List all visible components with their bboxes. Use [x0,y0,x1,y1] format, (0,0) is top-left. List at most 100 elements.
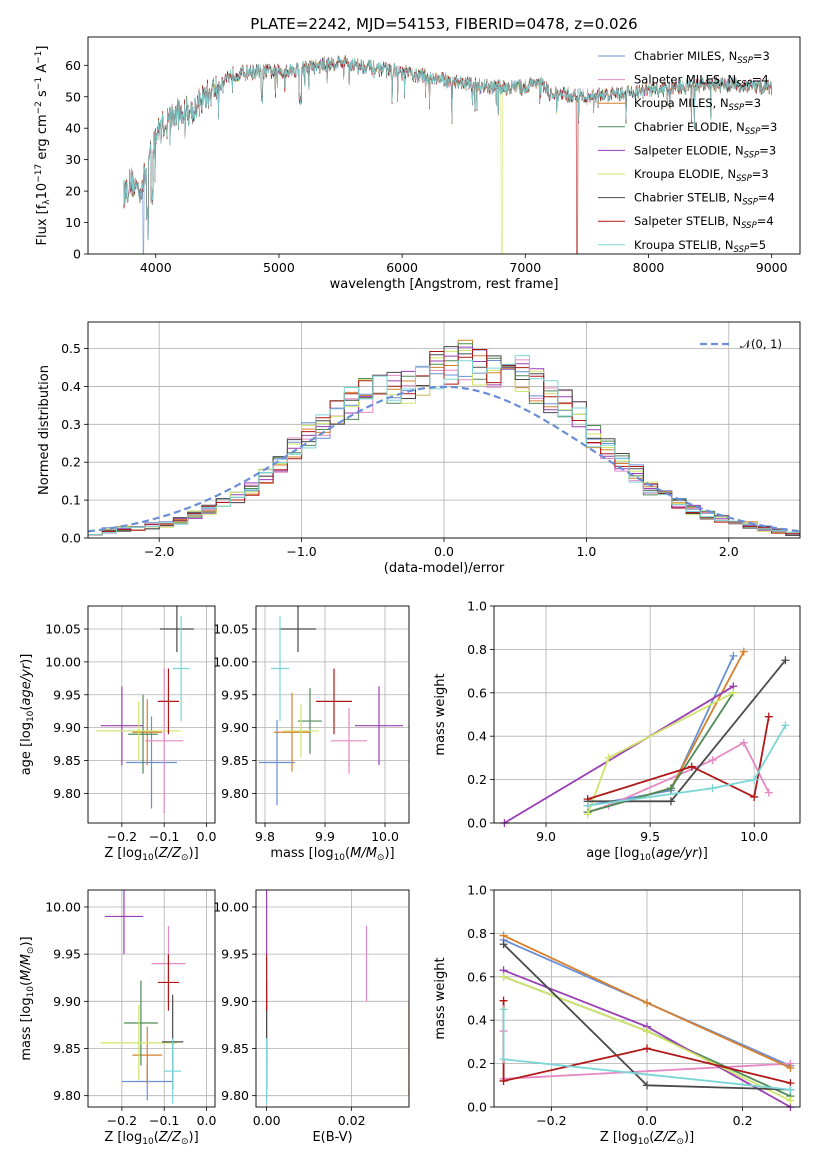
weight-marker [643,1027,651,1036]
axes-frame [493,605,801,824]
weight-marker [739,738,748,747]
y-tick-label: 1.0 [467,883,487,898]
legend-label: Salpeter STELIB, NSSP=4 [634,214,774,231]
axes-age-vs-mass: 9.8 9.9 10.0 9.80 9.85 9.90 9.95 10.00 10.05 [213,606,409,844]
y-tick-label: 9.90 [53,994,81,1009]
weight-marker [643,1081,651,1090]
x-axis-label: Z [log10(Z/Z⊙)] [104,846,198,863]
y-tick-label: 10.05 [45,622,81,637]
axes-frame [255,889,410,1108]
x-tick-label: 8000 [633,260,665,275]
axes-frame [493,889,801,1108]
axes-frame [87,889,216,1108]
y-tick-label: 0.4 [467,729,487,744]
y-tick-label: 0.4 [61,379,81,394]
y-tick-label: 9.90 [221,994,249,1009]
x-axis-label: Z [log10(Z/Z⊙)] [104,1130,198,1147]
y-tick-label: 0.0 [61,531,81,546]
y-tick-label: 0.4 [467,1013,487,1028]
x-tick-label: 6000 [386,260,418,275]
y-axis-label: Normed distribution [37,365,52,495]
x-tick-label: 9.9 [315,829,335,844]
legend-label: Chabrier ELODIE, NSSP=3 [634,120,777,137]
spectrum-series-line [123,55,772,240]
x-tick-label: 2.0 [719,544,739,559]
y-tick-label: 10.05 [213,622,249,637]
y-tick-label: 0.2 [467,772,487,787]
y-tick-label: 0.3 [61,417,81,432]
x-axis-label: age [log10(age/yr)] [586,846,708,863]
y-tick-label: 0.6 [467,685,487,700]
x-tick-label: −0.2 [107,829,137,844]
weight-marker [604,753,613,762]
y-tick-label: 9.85 [53,753,81,768]
x-axis-label: Z [log10(Z/Z⊙)] [600,1130,694,1147]
weight-marker [687,762,696,771]
legend-label: 𝒩(0, 1) [740,337,782,351]
weight-series-line [503,685,734,823]
x-axis-label: E(B-V) [312,1130,352,1145]
figure-title: PLATE=2242, MJD=54153, FIBERID=0478, z=0… [250,15,637,33]
y-axis-label: mass weight [433,673,448,755]
weight-marker [739,647,748,656]
weight-marker [764,712,773,721]
axes-frame [87,605,216,824]
y-tick-label: 0.2 [61,455,81,470]
weight-marker [643,1044,651,1053]
weight-marker [499,996,508,1005]
y-tick-label: 9.95 [221,947,249,962]
x-tick-label: 0.2 [733,1113,753,1128]
weight-marker [499,931,508,940]
weight-marker [583,801,592,810]
weight-marker [781,721,790,730]
weight-marker [666,797,675,806]
y-tick-label: 9.85 [53,1041,81,1056]
y-tick-label: 0 [73,247,81,262]
weight-series-line [587,716,770,800]
x-tick-label: 0.0 [637,1113,657,1128]
weight-marker [781,656,790,665]
y-tick-label: 9.85 [221,753,249,768]
y-tick-label: 10.00 [213,654,249,669]
weight-series-line [587,724,787,807]
y-tick-label: 10.00 [213,899,249,914]
histogram-step [88,349,800,536]
weight-marker [583,810,592,819]
axes-age-vs-Z: −0.2 −0.1 0.0 9.80 9.85 9.90 9.95 10.00 10.05 [45,606,217,844]
weight-marker [499,1076,508,1085]
axes-mass-vs-EBV: 0.00 0.02 9.80 9.85 9.90 9.95 10.00 [213,890,409,1128]
x-axis-label: mass [log10(M/M⊙)] [270,846,394,863]
y-tick-label: 10.00 [45,654,81,669]
y-tick-label: 10.00 [45,899,81,914]
y-tick-label: 0.2 [467,1056,487,1071]
y-tick-label: 9.80 [53,786,81,801]
weight-marker [729,688,738,697]
weight-marker [499,1055,508,1064]
y-tick-label: 9.85 [221,1041,249,1056]
weight-marker [729,651,738,660]
weight-marker [708,756,717,765]
legend-label: Salpeter ELODIE, NSSP=3 [634,143,776,160]
weight-marker [786,1063,795,1072]
axes-frame [255,605,410,824]
axes-spectrum: 4000 5000 6000 7000 8000 9000 0 10 20 30 40 50 60 [65,58,788,275]
y-tick-label: 0.8 [467,926,487,941]
weight-marker [708,784,717,793]
y-axis-label: mass weight [433,957,448,1039]
y-tick-label: 9.95 [53,947,81,962]
axes-frame [87,36,801,255]
y-tick-label: 20 [65,184,81,199]
y-tick-label: 0.1 [61,493,81,508]
y-tick-label: 60 [65,58,81,73]
x-tick-label: 9000 [756,260,788,275]
x-tick-label: −1.0 [286,544,316,559]
y-tick-label: 9.80 [53,1088,81,1103]
x-tick-label: 10.0 [740,829,768,844]
y-tick-label: 30 [65,152,81,167]
axes-weight-vs-Z: −0.2 0.0 0.2 0.0 0.2 0.4 0.6 0.8 1.0 [467,883,800,1128]
y-tick-label: 9.90 [221,720,249,735]
x-tick-label: 9.8 [255,829,275,844]
y-tick-label: 0.8 [467,642,487,657]
legend-label: Salpeter MILES, NSSP=4 [634,73,769,90]
axes-weight-vs-age: 9.0 9.5 10.0 0.0 0.2 0.4 0.6 0.8 1.0 [467,599,800,844]
